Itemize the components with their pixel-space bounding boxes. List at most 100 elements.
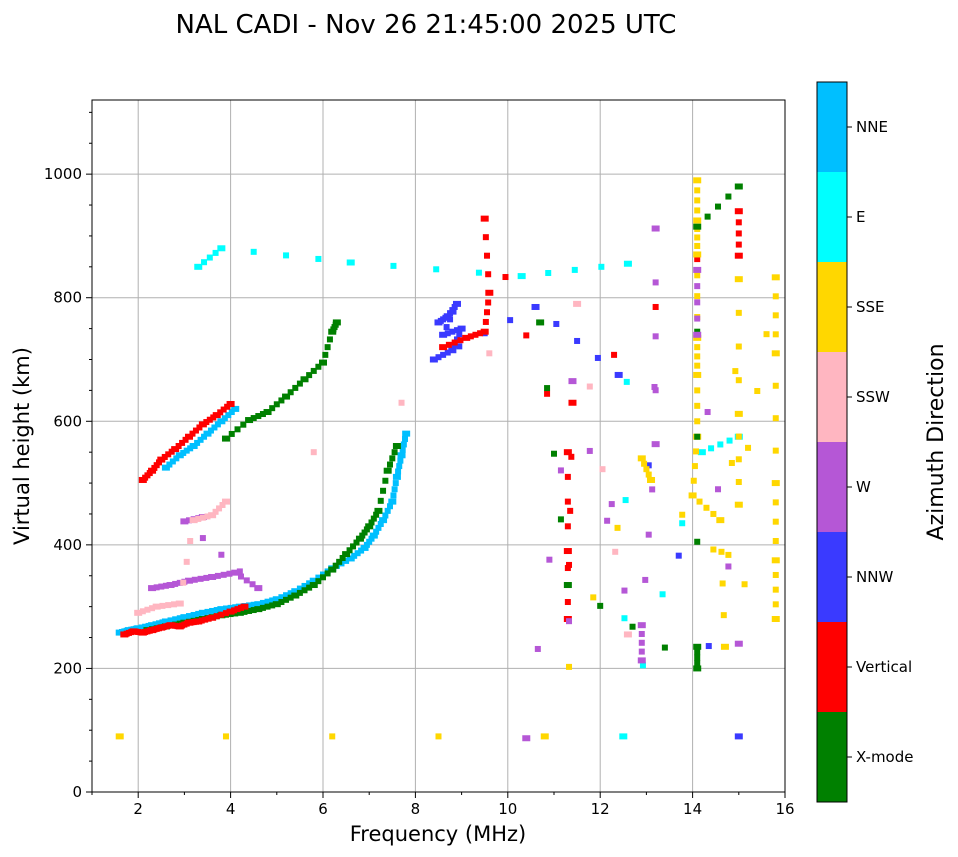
data-point (536, 319, 545, 326)
data-point (226, 570, 233, 577)
x-tick-label: 12 (591, 800, 610, 818)
data-point (691, 463, 698, 470)
data-point (186, 517, 193, 524)
data-point (566, 663, 573, 670)
data-point (368, 519, 375, 526)
data-point (734, 640, 743, 647)
x-tick-label: 4 (226, 800, 236, 818)
data-point (693, 177, 702, 184)
data-point (735, 309, 742, 316)
data-point (148, 622, 157, 629)
data-point (693, 251, 702, 258)
data-point (346, 259, 355, 266)
data-point (368, 535, 375, 542)
data-point (236, 568, 243, 575)
data-point (359, 532, 366, 539)
data-point (208, 512, 217, 519)
data-point (391, 449, 398, 456)
data-point (694, 299, 701, 306)
data-point (324, 570, 331, 577)
colorbar-label: SSE (856, 298, 885, 316)
data-point (564, 498, 571, 505)
x-tick-label: 10 (498, 800, 517, 818)
data-point (553, 320, 560, 327)
data-point (754, 388, 761, 395)
data-point (231, 569, 240, 576)
data-point (557, 467, 564, 474)
data-point (720, 643, 729, 650)
series-3 (161, 405, 240, 471)
data-point (694, 353, 701, 360)
data-point (213, 613, 220, 620)
data-point (566, 561, 573, 568)
data-point (447, 316, 454, 323)
colorbar-swatch-nne (817, 82, 847, 172)
data-point (310, 449, 317, 456)
data-point (283, 592, 290, 599)
data-point (772, 571, 779, 578)
data-point (717, 441, 724, 448)
data-point (652, 387, 659, 394)
data-point (735, 377, 742, 384)
data-point (482, 318, 489, 325)
data-point (735, 433, 742, 440)
data-point (772, 518, 779, 525)
data-point (772, 447, 779, 454)
data-point (235, 609, 244, 616)
data-point (637, 622, 646, 629)
data-point (221, 415, 228, 422)
data-point (179, 439, 186, 446)
data-point (138, 624, 145, 631)
data-point (564, 523, 571, 530)
data-point (203, 430, 212, 437)
data-point (197, 436, 204, 443)
data-point (186, 613, 193, 620)
data-point (354, 550, 361, 557)
data-point (586, 383, 593, 390)
data-point (772, 382, 779, 389)
colorbar-swatch-ssw (817, 352, 847, 442)
data-point (159, 602, 166, 609)
data-point (259, 599, 266, 606)
data-point (227, 604, 234, 611)
data-point (621, 587, 628, 594)
data-point (694, 538, 701, 545)
data-point (652, 279, 659, 286)
data-point (153, 584, 160, 591)
data-point (336, 558, 343, 565)
data-point (222, 733, 229, 740)
data-point (477, 330, 484, 337)
data-point (694, 256, 701, 263)
data-point (457, 337, 464, 344)
data-point (259, 604, 266, 611)
data-point (453, 336, 460, 343)
data-point (718, 548, 725, 555)
data-point (735, 230, 742, 237)
data-point (652, 303, 659, 310)
data-point (475, 269, 482, 276)
data-point (708, 445, 715, 452)
data-point (696, 498, 703, 505)
data-point (309, 577, 318, 584)
data-point (115, 733, 124, 740)
data-point (216, 505, 223, 512)
data-point (165, 451, 172, 458)
data-point (734, 733, 743, 740)
data-point (661, 644, 668, 651)
data-point (222, 605, 229, 612)
data-point (214, 421, 221, 428)
data-point (772, 415, 779, 422)
data-point (451, 303, 458, 310)
data-point (212, 249, 219, 256)
data-point (157, 456, 166, 463)
data-point (396, 463, 403, 470)
data-point (598, 263, 605, 270)
data-point (772, 499, 779, 506)
colorbar-frame (816, 81, 848, 803)
colorbar-label: Vertical (856, 658, 912, 676)
data-point (250, 415, 257, 422)
data-point (719, 580, 726, 587)
data-point (191, 576, 198, 583)
data-point (397, 452, 406, 459)
